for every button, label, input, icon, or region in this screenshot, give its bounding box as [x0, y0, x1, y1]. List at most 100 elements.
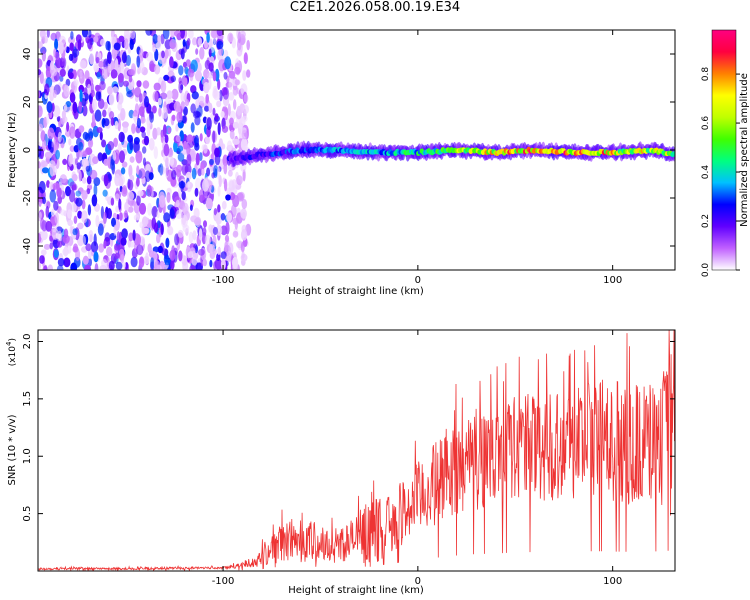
noise-cell [77, 210, 83, 219]
noise-cell [166, 192, 171, 203]
noise-cell [202, 227, 207, 236]
noise-cell [203, 220, 207, 228]
noise-cell [212, 235, 217, 248]
noise-cell [134, 87, 142, 98]
noise-cell [62, 158, 68, 165]
noise-cell [228, 92, 235, 101]
noise-cell [224, 56, 232, 70]
noise-cell [81, 190, 88, 200]
noise-cell [189, 204, 193, 211]
noise-cell [225, 221, 230, 235]
noise-cell [106, 208, 113, 219]
noise-cell [44, 83, 50, 96]
noise-cell [138, 168, 146, 179]
noise-cell [38, 180, 46, 194]
noise-cell [205, 93, 209, 104]
noise-cell [133, 214, 140, 221]
y-tick-label: 2.0 [22, 334, 33, 350]
noise-cell [38, 58, 43, 68]
noise-cell [169, 56, 174, 68]
noise-cell [82, 255, 89, 265]
noise-cell [203, 144, 208, 154]
noise-cell [217, 204, 221, 213]
noise-cell [136, 80, 142, 88]
noise-cell [88, 94, 93, 103]
noise-cell [169, 208, 175, 219]
noise-cell [73, 215, 78, 224]
noise-cell [122, 124, 128, 134]
noise-cell [195, 98, 200, 109]
colorbar-tick-label: 0.8 [701, 67, 711, 82]
noise-cell [170, 259, 175, 270]
noise-cell [145, 252, 149, 263]
noise-cell [115, 205, 119, 213]
noise-cell [38, 198, 42, 207]
noise-cell [164, 134, 169, 144]
noise-cell [93, 251, 99, 263]
noise-cell [145, 30, 153, 36]
noise-cell [40, 130, 46, 142]
noise-cell [217, 122, 221, 136]
noise-cell [72, 48, 80, 58]
noise-cell [72, 101, 78, 114]
noise-cell [49, 235, 54, 242]
noise-cell [228, 169, 233, 177]
noise-cell [51, 228, 59, 240]
noise-cell [165, 237, 170, 248]
noise-cell [88, 30, 92, 38]
noise-cell [243, 104, 249, 114]
noise-cell [78, 125, 85, 133]
noise-cell [84, 264, 91, 270]
noise-cell [230, 204, 237, 218]
noise-cell [241, 198, 248, 210]
noise-cell [98, 243, 105, 253]
noise-cell [97, 98, 105, 110]
noise-cell [127, 206, 134, 213]
y-tick-label: -20 [22, 190, 33, 206]
noise-cell [159, 163, 164, 176]
snr-panel: -100 0 100 0.5 1.0 1.5 2.0 Height of straight … [5, 329, 676, 596]
noise-cell [83, 87, 88, 96]
noise-cell [115, 193, 120, 202]
noise-cell [182, 61, 187, 68]
noise-cell [237, 193, 244, 202]
noise-cell [212, 248, 217, 255]
noise-cell [174, 30, 181, 37]
noise-cell [242, 70, 247, 81]
noise-cell [118, 131, 125, 143]
noise-cell [52, 105, 61, 118]
noise-cell [191, 257, 198, 266]
noise-cell [178, 80, 183, 94]
noise-cell [102, 109, 107, 118]
noise-cell [128, 164, 133, 178]
noise-cell [142, 80, 150, 89]
noise-cell [106, 246, 113, 257]
noise-cell [68, 189, 76, 203]
noise-cell [113, 224, 117, 237]
noise-cell [186, 38, 191, 46]
noise-cell [204, 105, 210, 112]
noise-cell [153, 146, 158, 160]
noise-cell [224, 241, 229, 252]
noise-cell [57, 131, 62, 143]
noise-cell [138, 256, 145, 268]
noise-cell [221, 143, 226, 150]
noise-cell [136, 117, 141, 129]
noise-cell [198, 228, 203, 241]
noise-cell [145, 163, 152, 173]
noise-cell [214, 113, 219, 120]
noise-cell [242, 169, 246, 182]
noise-cell [141, 131, 146, 139]
noise-cell [195, 216, 202, 228]
noise-cell [213, 165, 219, 177]
noise-cell [129, 156, 135, 163]
noise-cell [232, 138, 240, 145]
noise-cell [114, 252, 120, 259]
noise-cell [79, 89, 83, 103]
noise-cell [71, 173, 78, 182]
noise-cell [169, 156, 175, 166]
noise-cell [86, 188, 91, 195]
noise-cell [157, 245, 163, 254]
noise-cell [151, 206, 158, 218]
noise-cell [232, 85, 239, 96]
